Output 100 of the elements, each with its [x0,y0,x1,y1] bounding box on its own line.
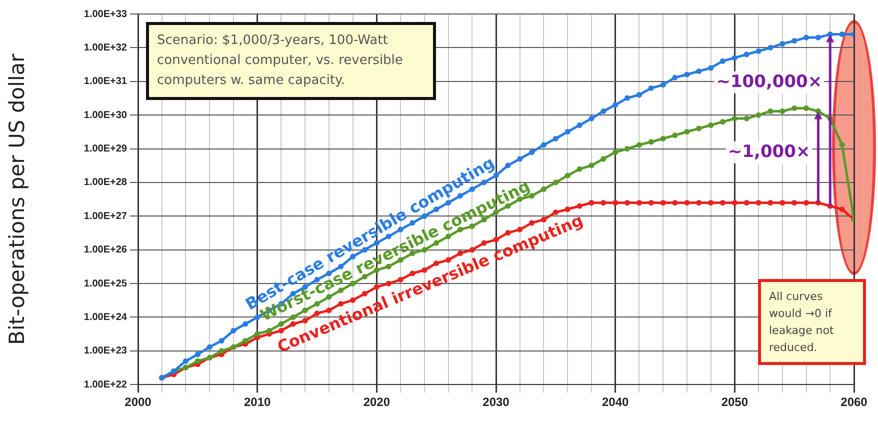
point [756,112,762,118]
point [576,203,582,209]
y-tick-label: 1.00E+22 [84,379,128,390]
point [839,142,845,148]
y-tick-label: 1.00E+28 [84,177,128,188]
point [636,142,642,148]
point [362,274,368,280]
point [780,41,786,47]
point [803,105,810,111]
point [505,162,511,168]
y-tick-label: 1.00E+33 [84,8,128,20]
point [576,166,582,172]
point [708,122,714,128]
point [182,358,189,364]
x-tick-label: 2060 [840,395,868,410]
y-tick-label: 1.00E+23 [84,346,128,357]
point [540,142,547,148]
point [660,200,666,206]
x-tick-label: 2020 [363,395,390,410]
point [386,280,392,286]
point [684,128,690,135]
point [445,234,452,240]
point [744,200,750,206]
y-axis-title: Bit-operations per US dollar [5,53,30,345]
point [768,108,774,114]
point [744,116,750,122]
x-tick-label: 2010 [244,395,272,410]
point [540,186,547,192]
point [517,156,523,162]
point [564,172,570,178]
point [362,290,368,296]
point [624,146,630,152]
annotation: ~1,000× [728,142,810,162]
point [242,338,248,344]
point [529,149,535,156]
point [469,247,475,253]
point [708,200,714,206]
point [696,200,702,206]
x-tick-label: 2050 [721,395,748,410]
point [792,105,798,111]
point [839,206,845,212]
text-box: Scenario: $1,000/3-years, 100-Watt conventional computer, vs. reversible computers w. same capacity. [146,22,436,100]
y-tick-label: 1.00E+30 [84,110,128,121]
text-box: All curves would →0 if leakage not reduced. [758,278,866,365]
point [815,34,821,40]
point [648,200,654,206]
y-tick-label: 1.00E+29 [84,144,128,155]
point [768,200,774,206]
point [242,321,248,327]
point [194,358,200,364]
point [612,149,618,156]
point [374,284,380,290]
point [756,200,762,206]
point [732,55,738,61]
point [218,348,224,354]
point [564,128,570,135]
point [552,210,558,216]
point [648,85,654,91]
point [254,331,260,337]
point [803,34,810,40]
point [600,108,606,114]
point [218,338,224,344]
x-tick-label: 2000 [124,395,152,410]
point [672,200,678,206]
y-tick-label: 1.00E+26 [84,244,128,256]
point [636,92,642,98]
point [660,82,666,88]
point [576,122,582,128]
point [803,200,810,206]
point [780,200,786,206]
point [410,220,416,226]
point [792,38,798,44]
point [612,102,618,108]
point [732,200,738,206]
point [648,139,654,145]
point [194,352,200,358]
y-tick-label: 1.00E+31 [84,76,128,88]
point [696,126,702,132]
x-tick-label: 2040 [602,395,630,410]
point [672,132,678,138]
y-tick-label: 1.00E+25 [84,278,128,290]
point [600,200,606,206]
point [624,95,630,101]
point [624,200,630,206]
point [792,200,798,206]
point [338,264,344,270]
point [672,74,678,80]
point [732,116,738,122]
point [588,200,594,206]
point [481,240,487,246]
point [230,328,236,334]
point [839,31,845,38]
point [768,44,774,50]
point [684,72,690,78]
point [696,68,702,74]
point [720,119,726,125]
point [684,200,690,206]
point [744,52,750,58]
point [780,108,786,114]
point [206,344,212,350]
